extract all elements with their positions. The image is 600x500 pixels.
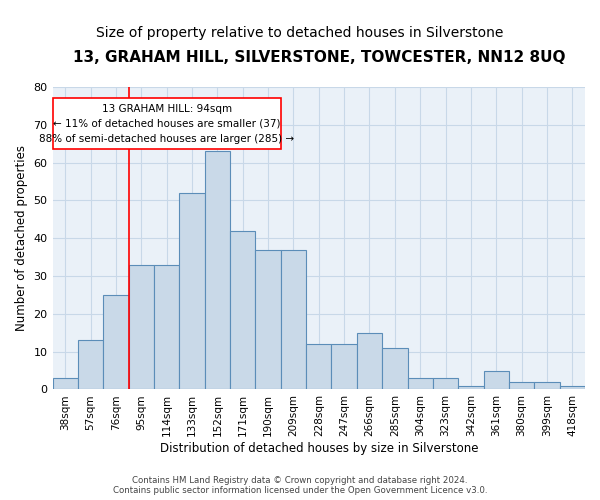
Bar	[230, 230, 256, 390]
Bar	[281, 250, 306, 390]
Bar	[357, 332, 382, 390]
Bar	[407, 378, 433, 390]
Title: 13, GRAHAM HILL, SILVERSTONE, TOWCESTER, NN12 8UQ: 13, GRAHAM HILL, SILVERSTONE, TOWCESTER,…	[73, 50, 565, 65]
Bar	[53, 378, 78, 390]
Bar	[154, 264, 179, 390]
Bar	[306, 344, 331, 390]
Text: Contains HM Land Registry data © Crown copyright and database right 2024.
Contai: Contains HM Land Registry data © Crown c…	[113, 476, 487, 495]
Bar	[103, 295, 128, 390]
Bar	[128, 264, 154, 390]
Bar	[256, 250, 281, 390]
FancyBboxPatch shape	[53, 98, 281, 150]
Bar	[509, 382, 534, 390]
Bar	[78, 340, 103, 390]
Bar	[382, 348, 407, 390]
Bar	[179, 193, 205, 390]
Bar	[560, 386, 585, 390]
Y-axis label: Number of detached properties: Number of detached properties	[15, 145, 28, 331]
Bar	[205, 152, 230, 390]
Text: Size of property relative to detached houses in Silverstone: Size of property relative to detached ho…	[97, 26, 503, 40]
Bar	[534, 382, 560, 390]
Bar	[433, 378, 458, 390]
X-axis label: Distribution of detached houses by size in Silverstone: Distribution of detached houses by size …	[160, 442, 478, 455]
Bar	[484, 370, 509, 390]
Text: 13 GRAHAM HILL: 94sqm
← 11% of detached houses are smaller (37)
88% of semi-deta: 13 GRAHAM HILL: 94sqm ← 11% of detached …	[39, 104, 294, 144]
Bar	[458, 386, 484, 390]
Bar	[331, 344, 357, 390]
